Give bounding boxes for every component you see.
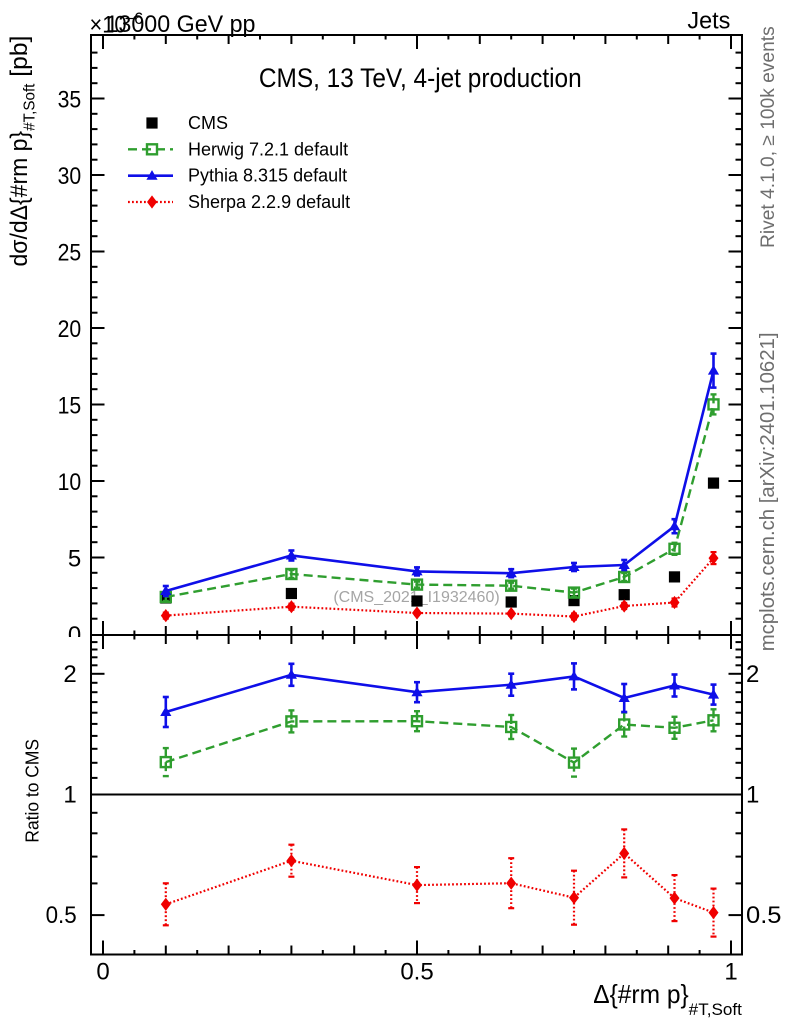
svg-text:mcplots.cern.ch [arXiv:2401.10: mcplots.cern.ch [arXiv:2401.10621] [757, 332, 779, 651]
svg-text:15: 15 [58, 393, 82, 420]
svg-text:10: 10 [58, 469, 82, 496]
svg-text:20: 20 [58, 316, 82, 343]
svg-text:Δ{#rm p}#T,Soft: Δ{#rm p}#T,Soft [593, 979, 742, 1019]
svg-text:2: 2 [63, 661, 76, 688]
svg-text:35: 35 [58, 87, 82, 114]
svg-text:Sherpa 2.2.9 default: Sherpa 2.2.9 default [188, 192, 350, 212]
svg-text:Pythia 8.315 default: Pythia 8.315 default [188, 166, 347, 186]
svg-text:0.5: 0.5 [46, 902, 77, 929]
svg-text:1: 1 [724, 959, 737, 986]
svg-text:0.5: 0.5 [746, 902, 782, 929]
svg-text:CMS, 13 TeV, 4-jet production: CMS, 13 TeV, 4-jet production [259, 63, 582, 93]
svg-text:−6: −6 [125, 10, 144, 28]
svg-text:CMS: CMS [188, 113, 228, 133]
svg-text:0: 0 [96, 959, 109, 986]
svg-text:0.5: 0.5 [400, 959, 433, 986]
svg-text:1: 1 [63, 782, 76, 809]
svg-text:5: 5 [68, 546, 81, 573]
svg-text:2: 2 [746, 661, 759, 688]
svg-text:Ratio to CMS: Ratio to CMS [23, 739, 43, 843]
svg-text:Rivet 4.1.0, ≥ 100k events: Rivet 4.1.0, ≥ 100k events [758, 26, 779, 248]
svg-text:30: 30 [58, 163, 82, 190]
svg-text:dσ/dΔ{#rm p}#T,Soft [pb]: dσ/dΔ{#rm p}#T,Soft [pb] [6, 36, 39, 267]
svg-text:13000 GeV pp: 13000 GeV pp [106, 11, 256, 38]
svg-text:1: 1 [746, 782, 759, 809]
svg-text:25: 25 [58, 240, 82, 267]
svg-text:Jets: Jets [687, 8, 730, 35]
svg-text:Herwig 7.2.1 default: Herwig 7.2.1 default [188, 139, 348, 159]
